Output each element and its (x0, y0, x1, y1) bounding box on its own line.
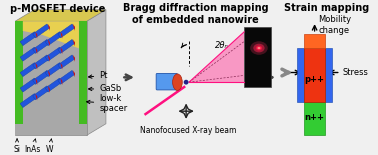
Polygon shape (58, 70, 75, 84)
Polygon shape (33, 39, 50, 53)
Polygon shape (15, 124, 87, 135)
Ellipse shape (253, 44, 265, 52)
Text: Pt: Pt (88, 71, 108, 80)
Text: Mobility
change: Mobility change (319, 16, 352, 35)
Polygon shape (48, 24, 50, 31)
Text: p-MOSFET device: p-MOSFET device (10, 4, 105, 14)
Polygon shape (23, 21, 79, 48)
Polygon shape (189, 32, 244, 82)
Polygon shape (58, 55, 75, 69)
Text: p++: p++ (305, 75, 325, 84)
Polygon shape (45, 78, 62, 92)
Text: W: W (46, 139, 54, 154)
Text: Si: Si (14, 139, 20, 154)
Polygon shape (33, 70, 50, 84)
Bar (304, 34, 325, 48)
Polygon shape (15, 21, 23, 126)
Polygon shape (33, 86, 50, 100)
Polygon shape (33, 24, 50, 38)
Ellipse shape (173, 74, 182, 90)
Text: InAs: InAs (24, 139, 41, 154)
Ellipse shape (256, 46, 262, 51)
Polygon shape (73, 55, 75, 62)
Polygon shape (60, 47, 62, 54)
Bar (297, 48, 304, 102)
Polygon shape (48, 39, 50, 46)
Ellipse shape (250, 41, 268, 55)
Text: low-k
spacer: low-k spacer (87, 94, 127, 113)
Polygon shape (73, 70, 75, 77)
Polygon shape (20, 63, 37, 77)
Polygon shape (48, 70, 50, 77)
Text: Stress: Stress (342, 68, 369, 77)
Polygon shape (36, 94, 37, 100)
Polygon shape (20, 47, 37, 61)
Polygon shape (48, 55, 50, 62)
Polygon shape (60, 32, 62, 39)
Polygon shape (58, 39, 75, 53)
Text: 2θₙ: 2θₙ (215, 41, 229, 50)
Polygon shape (36, 32, 37, 39)
Polygon shape (15, 21, 87, 135)
Polygon shape (20, 94, 37, 108)
Polygon shape (15, 10, 106, 21)
Polygon shape (58, 24, 75, 38)
Polygon shape (36, 47, 37, 54)
Text: Strain mapping: Strain mapping (284, 3, 369, 13)
Polygon shape (36, 63, 37, 69)
Bar (304, 102, 325, 135)
Polygon shape (73, 24, 75, 31)
Polygon shape (45, 63, 62, 77)
Text: Bragg diffraction mapping
of embedded nanowire: Bragg diffraction mapping of embedded na… (123, 3, 269, 24)
Polygon shape (33, 55, 50, 69)
Polygon shape (45, 32, 62, 46)
Polygon shape (48, 86, 50, 93)
Ellipse shape (184, 80, 189, 85)
Polygon shape (20, 78, 37, 92)
Polygon shape (73, 39, 75, 46)
Text: Nanofocused X-ray beam: Nanofocused X-ray beam (140, 126, 236, 135)
Text: n++: n++ (305, 113, 325, 122)
Bar (325, 48, 332, 102)
Polygon shape (20, 32, 37, 46)
Bar (304, 48, 325, 102)
Text: GaSb: GaSb (88, 84, 121, 93)
Polygon shape (36, 78, 37, 85)
Polygon shape (87, 10, 106, 135)
FancyBboxPatch shape (156, 73, 177, 90)
Ellipse shape (257, 47, 260, 49)
Polygon shape (79, 21, 87, 126)
Polygon shape (45, 47, 62, 61)
Bar (244, 27, 271, 87)
Polygon shape (60, 63, 62, 69)
Polygon shape (60, 78, 62, 85)
